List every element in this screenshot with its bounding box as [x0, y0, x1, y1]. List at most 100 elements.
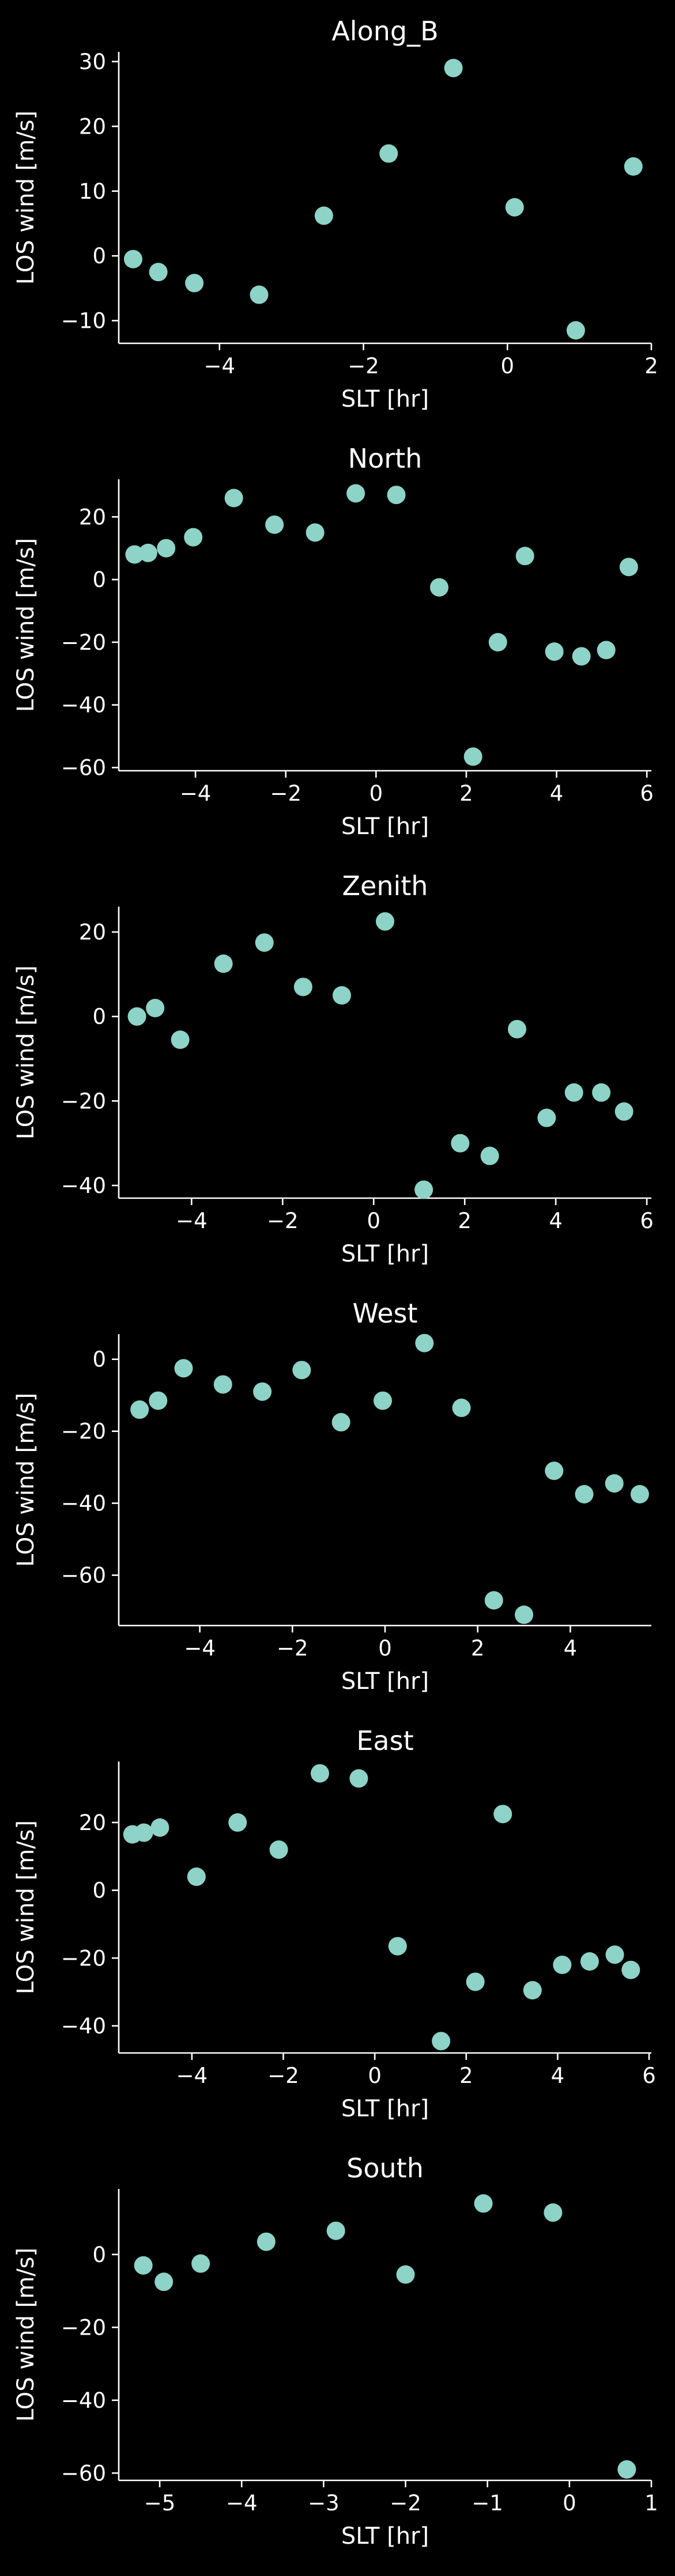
y-tick-label: −20 [61, 1946, 106, 1971]
y-tick-label: −60 [61, 756, 106, 781]
data-point [310, 1764, 329, 1783]
data-point [134, 2256, 153, 2275]
data-point [493, 1805, 512, 1824]
x-tick-label: 2 [459, 781, 473, 806]
x-tick-label: −4 [180, 781, 212, 806]
data-point [134, 1823, 153, 1842]
y-tick-label: 20 [79, 505, 106, 529]
y-tick-label: 0 [92, 2242, 106, 2267]
x-tick-label: −5 [144, 2491, 176, 2516]
data-point [184, 528, 203, 547]
data-point [174, 1359, 193, 1378]
x-tick-label: 2 [644, 354, 658, 378]
x-tick-label: −2 [348, 354, 379, 378]
data-point [379, 144, 398, 163]
y-tick-label: −60 [61, 2461, 106, 2486]
x-tick-label: 0 [368, 2063, 382, 2088]
data-point [187, 1867, 206, 1886]
x-tick-label: −4 [204, 354, 236, 378]
x-tick-label: −4 [176, 1209, 208, 1233]
data-point [130, 1400, 149, 1419]
y-tick-label: −40 [61, 693, 106, 718]
data-point [575, 1484, 594, 1503]
data-point [624, 157, 643, 176]
data-point [605, 1474, 624, 1493]
data-point [293, 978, 312, 997]
data-point [480, 1146, 499, 1165]
data-point [592, 1083, 611, 1102]
y-axis-label: LOS wind [m/s] [13, 111, 39, 285]
x-tick-label: −1 [472, 2491, 503, 2516]
data-point [150, 1818, 169, 1837]
y-tick-label: 20 [79, 114, 106, 139]
x-tick-label: −4 [226, 2491, 258, 2516]
y-tick-label: −40 [61, 2014, 106, 2039]
data-point [614, 1102, 633, 1121]
data-point [572, 647, 591, 666]
chart-title: East [356, 1725, 413, 1756]
data-point [515, 1605, 534, 1624]
data-point [255, 933, 274, 952]
data-point [619, 558, 638, 577]
data-point [228, 1813, 247, 1832]
data-point [621, 1960, 640, 1979]
data-point [630, 1484, 649, 1503]
data-point [265, 515, 284, 534]
x-axis-label: SLT [hr] [341, 2523, 429, 2550]
data-point [545, 642, 564, 661]
data-point [597, 641, 616, 660]
x-tick-label: 0 [500, 354, 514, 378]
data-point [566, 321, 585, 340]
data-point [466, 1972, 485, 1991]
x-tick-label: 4 [549, 1209, 563, 1233]
data-point [146, 999, 165, 1017]
x-axis-label: SLT [hr] [341, 386, 429, 412]
x-tick-label: 2 [471, 1636, 485, 1661]
x-tick-label: 1 [644, 2491, 658, 2516]
data-point [214, 954, 233, 973]
x-tick-label: −2 [270, 781, 301, 806]
data-point [349, 1769, 368, 1788]
data-point [138, 543, 157, 562]
data-point [474, 2194, 493, 2213]
x-tick-label: −4 [184, 1636, 216, 1661]
y-axis-label: LOS wind [m/s] [13, 2248, 39, 2422]
data-point [314, 206, 333, 225]
y-tick-label: 0 [92, 1005, 106, 1029]
x-tick-label: −4 [176, 2063, 208, 2088]
y-axis-label: LOS wind [m/s] [13, 1820, 39, 1994]
data-point [191, 2254, 210, 2273]
x-tick-label: 6 [640, 781, 654, 806]
x-axis-label: SLT [hr] [341, 1668, 429, 1695]
data-point [257, 2232, 276, 2251]
data-point [346, 484, 365, 503]
data-point [149, 1391, 168, 1410]
data-point [605, 1945, 624, 1964]
data-point [432, 2032, 451, 2051]
y-tick-label: 30 [79, 50, 106, 74]
data-point [376, 912, 394, 931]
y-tick-label: −40 [61, 1491, 106, 1516]
x-axis-label: SLT [hr] [341, 813, 429, 840]
chart-title: Zenith [342, 870, 428, 901]
y-tick-label: 20 [79, 920, 106, 945]
x-tick-label: 2 [458, 1209, 472, 1233]
x-tick-label: −2 [267, 2063, 299, 2088]
data-point [523, 1981, 542, 2000]
x-tick-label: 2 [459, 2063, 473, 2088]
x-tick-label: −2 [277, 1636, 308, 1661]
data-point [326, 2221, 345, 2240]
data-point [292, 1361, 311, 1380]
data-point [488, 632, 507, 651]
data-point [306, 523, 325, 542]
data-point [253, 1382, 272, 1401]
y-tick-label: −40 [61, 2388, 106, 2413]
data-point [154, 2272, 174, 2291]
x-axis-label: SLT [hr] [341, 1241, 429, 1267]
y-tick-label: −40 [61, 1173, 106, 1198]
data-point [553, 1956, 572, 1975]
